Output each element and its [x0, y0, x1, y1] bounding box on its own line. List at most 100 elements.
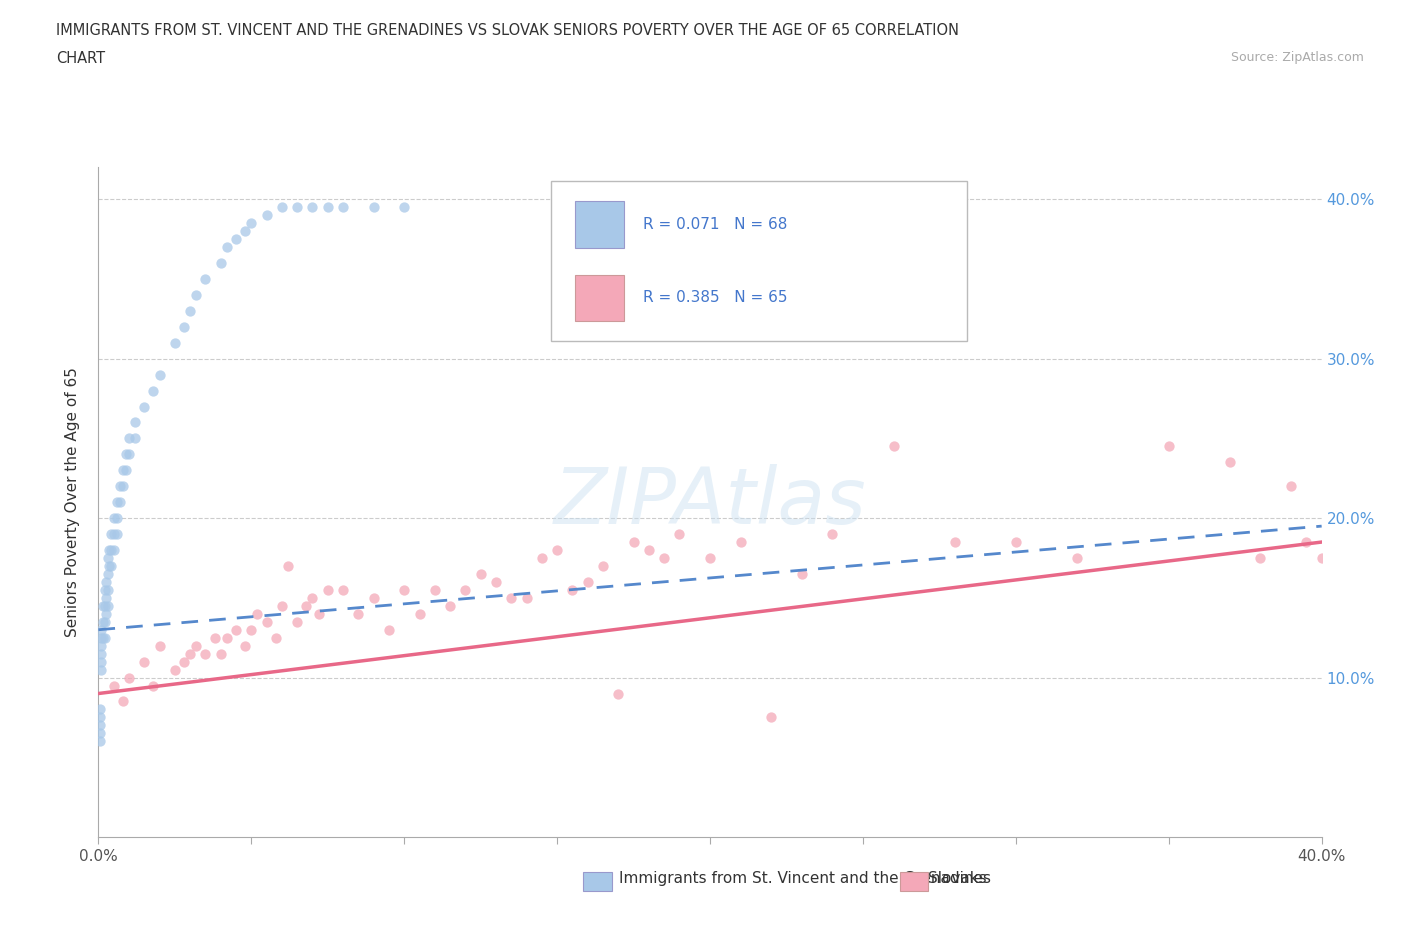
Point — [790, 566, 813, 581]
Point — [91, 598, 114, 613]
Point — [485, 575, 508, 590]
Point — [118, 431, 141, 445]
Point — [209, 646, 232, 661]
Point — [194, 272, 217, 286]
Point — [301, 200, 323, 215]
Point — [105, 526, 128, 541]
Text: Source: ZipAtlas.com: Source: ZipAtlas.com — [1230, 51, 1364, 64]
Point — [186, 638, 208, 653]
Point — [94, 591, 117, 605]
Point — [423, 582, 446, 597]
Point — [134, 399, 156, 414]
Point — [883, 439, 905, 454]
Point — [91, 631, 114, 645]
Point — [118, 671, 141, 685]
Point — [103, 678, 125, 693]
Point — [108, 479, 131, 494]
Point — [240, 216, 263, 231]
Point — [89, 734, 111, 749]
Point — [215, 240, 238, 255]
Point — [115, 463, 138, 478]
Point — [118, 447, 141, 462]
Point — [270, 598, 292, 613]
Text: R = 0.071   N = 68: R = 0.071 N = 68 — [643, 217, 787, 232]
Point — [759, 710, 782, 724]
Point — [215, 631, 238, 645]
Point — [103, 542, 125, 557]
Point — [561, 582, 583, 597]
Point — [89, 710, 111, 724]
Point — [173, 654, 195, 669]
Point — [209, 256, 232, 271]
Point — [90, 662, 112, 677]
Text: IMMIGRANTS FROM ST. VINCENT AND THE GRENADINES VS SLOVAK SENIORS POVERTY OVER TH: IMMIGRANTS FROM ST. VINCENT AND THE GREN… — [56, 23, 959, 38]
Point — [94, 575, 117, 590]
Point — [100, 559, 122, 574]
Text: R = 0.385   N = 65: R = 0.385 N = 65 — [643, 290, 787, 305]
Text: Immigrants from St. Vincent and the Grenadines: Immigrants from St. Vincent and the Gren… — [619, 871, 991, 886]
Point — [90, 654, 112, 669]
Point — [163, 336, 186, 351]
Point — [124, 415, 146, 430]
Point — [89, 718, 111, 733]
Point — [392, 200, 416, 215]
Point — [204, 631, 226, 645]
Point — [246, 606, 269, 621]
Point — [516, 591, 538, 605]
Point — [363, 591, 385, 605]
Point — [108, 495, 131, 510]
Point — [378, 622, 401, 637]
Point — [94, 606, 117, 621]
Point — [730, 535, 752, 550]
Point — [592, 559, 614, 574]
Point — [90, 646, 112, 661]
Point — [179, 303, 201, 318]
Point — [93, 598, 115, 613]
Point — [285, 200, 308, 215]
Point — [470, 566, 492, 581]
Point — [301, 591, 323, 605]
Point — [256, 615, 278, 630]
Point — [607, 686, 630, 701]
Point — [943, 535, 966, 550]
Point — [652, 551, 675, 565]
Point — [530, 551, 553, 565]
Point — [277, 559, 299, 574]
Point — [637, 542, 661, 557]
Point — [105, 511, 128, 525]
FancyBboxPatch shape — [551, 180, 967, 341]
Point — [111, 479, 134, 494]
Point — [439, 598, 461, 613]
Point — [285, 615, 308, 630]
Point — [97, 566, 120, 581]
Point — [225, 232, 247, 246]
Point — [186, 287, 208, 302]
Point — [347, 606, 370, 621]
Point — [90, 631, 112, 645]
Point — [821, 526, 844, 541]
Point — [149, 638, 172, 653]
Point — [576, 575, 599, 590]
Point — [93, 615, 115, 630]
Point — [103, 511, 125, 525]
Point — [134, 654, 156, 669]
Point — [90, 638, 112, 653]
Text: CHART: CHART — [56, 51, 105, 66]
Point — [111, 463, 134, 478]
Point — [124, 431, 146, 445]
Point — [270, 200, 292, 215]
Point — [105, 495, 128, 510]
Point — [173, 319, 195, 334]
Point — [89, 726, 111, 741]
Point — [1157, 439, 1180, 454]
FancyBboxPatch shape — [575, 274, 624, 322]
Point — [240, 622, 263, 637]
Point — [233, 224, 256, 239]
Point — [98, 559, 121, 574]
Text: ZIPAtlas: ZIPAtlas — [554, 464, 866, 540]
Point — [89, 702, 111, 717]
Point — [256, 207, 278, 222]
Point — [264, 631, 287, 645]
Point — [1295, 535, 1317, 550]
Point — [295, 598, 318, 613]
